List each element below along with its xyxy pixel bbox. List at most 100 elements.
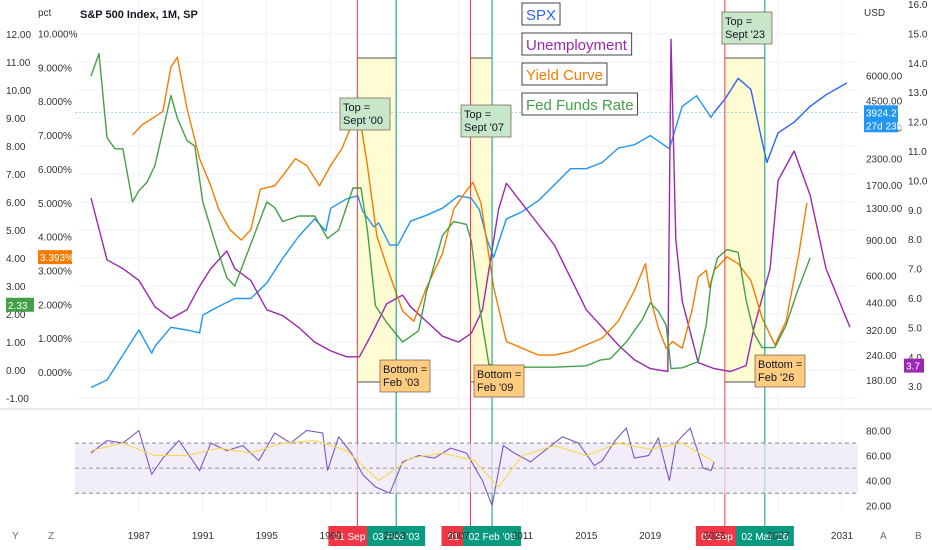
annotation-text: Sept '23 [725, 29, 765, 41]
series-spx-projection [713, 77, 848, 164]
legend-label: SPX [526, 7, 556, 24]
right-spx-tick-label: 6000.00 [866, 71, 903, 82]
left-ff-tick-label: 2.00 [6, 310, 26, 321]
legend: SPX Unemployment Yield Curve Fed Funds Rate [521, 2, 638, 116]
right-unemp-tick-label: 11.0 [908, 147, 927, 158]
marker-date-box [367, 526, 426, 546]
axes: 1987 1991 1995 1999 2003 2007 2011 2015 2019 2023… [6, 0, 928, 542]
right-unit-label: USD [864, 8, 885, 19]
corner-y-button[interactable]: Y [12, 531, 19, 542]
value-tag-box [904, 358, 924, 373]
marker-date-label: 02 Mar '26 [741, 532, 788, 543]
right-spx-tick-label: 240.00 [866, 351, 897, 362]
rsi-tick-label: 60.00 [866, 452, 891, 463]
right-unemp-tick-label: 10.0 [908, 176, 928, 187]
left-ff-tick-label: 4.00 [6, 254, 26, 265]
right-unemp-tick-label: 15.0 [908, 29, 928, 40]
x-tick-label: 2023 [703, 531, 726, 542]
corner-a-button[interactable]: A [880, 531, 887, 542]
series-fed-funds-rate [90, 52, 811, 370]
right-spx-tick-label: 900.00 [866, 236, 897, 247]
left-pct-tick-label: 9.000% [38, 63, 72, 74]
legend-label: Yield Curve [526, 67, 603, 84]
right-unemp-tick-label: 4.0 [908, 353, 922, 364]
x-tick-label: 2031 [831, 531, 854, 542]
annotation-bottom: Bottom =Feb '09 [473, 364, 525, 398]
right-unemp-tick-label: 5.0 [908, 323, 922, 334]
annotation-text: Top = [343, 102, 370, 114]
corner-b-button[interactable]: B [915, 531, 922, 542]
x-tick-label: 2019 [639, 531, 662, 542]
marker-date-label: 01 Sep '23 [701, 532, 749, 543]
x-tick-label: 2003 [383, 531, 406, 542]
annotation-text: Top = [464, 109, 491, 121]
annotation-box [460, 104, 512, 138]
value-tag-label: 2.33 [8, 301, 28, 312]
annotation-text: Top = [725, 16, 752, 28]
marker-date-box [463, 526, 522, 546]
right-spx-tick-label: 440.00 [866, 298, 897, 309]
annotation-text: Feb '03 [383, 377, 419, 389]
x-tick-label: 1987 [128, 531, 151, 542]
annotation-top: Top =Sept '00 [339, 97, 391, 131]
right-unemp-tick-label: 13.0 [908, 88, 928, 99]
annotation-box [379, 359, 431, 393]
left-pct-tick-label: 1.000% [38, 334, 72, 345]
marker-date-label: 03 Feb '03 [373, 532, 420, 543]
rsi-panel: 80.00 60.00 40.00 20.00 [75, 427, 891, 513]
left-ff-tick-label: 1.00 [6, 338, 26, 349]
corner-z-button[interactable]: Z [48, 531, 54, 542]
right-spx-tick-label: 600.00 [866, 271, 897, 282]
left-pct-tick-label: 3.000% [38, 266, 72, 277]
right-unemp-tick-label: 7.0 [908, 265, 922, 276]
left-ff-tick-label: 6.00 [6, 198, 26, 209]
highlight-span [724, 58, 765, 382]
left-pct-tick-label: 10.000% [38, 30, 78, 41]
x-tick-label: 2007 [447, 531, 470, 542]
series-yield-curve [131, 56, 808, 356]
rsi-tick-label: 20.00 [866, 502, 891, 513]
annotation-top: Top =Sept '23 [721, 11, 773, 45]
left-pct-tick-label: 6.000% [38, 165, 72, 176]
highlight-span [470, 58, 493, 382]
marker-date-label: 02 Feb '09 [469, 532, 516, 543]
left-pct-tick-label: 0.000% [38, 368, 72, 379]
left-pct-tick-label: 4.000% [38, 233, 72, 244]
series-unemployment [90, 38, 851, 373]
x-tick-label: 1991 [192, 531, 215, 542]
left-ff-tick-label: 9.00 [6, 114, 26, 125]
left-ff-tick-label: 5.00 [6, 226, 26, 237]
annotation-box [473, 364, 525, 398]
right-unemp-tick-label: 9.0 [908, 206, 922, 217]
value-tag-box [38, 250, 72, 265]
annotation-text: Sept '00 [343, 115, 383, 127]
left-ff-tick-label: -1.00 [6, 394, 29, 405]
marker-date-label: 01 Sep '00 [334, 532, 382, 543]
annotation-box [721, 11, 773, 45]
annotation-text: Bottom = [758, 359, 802, 371]
right-unemp-tick-label: 8.0 [908, 235, 922, 246]
right-unemp-tick-label: 16.0 [908, 0, 928, 11]
legend-label: Fed Funds Rate [526, 97, 634, 114]
annotation-text: Feb '26 [758, 372, 794, 384]
left-unit-label: pct [38, 8, 52, 19]
left-ff-tick-label: 3.00 [6, 282, 26, 293]
legend-label: Unemployment [526, 37, 628, 54]
left-ff-tick-label: 12.00 [6, 30, 31, 41]
value-tag-label: 3924.27 [866, 108, 903, 119]
right-spx-tick-label: 2300.00 [866, 155, 903, 166]
series-lines [90, 38, 851, 389]
series-rsi-ma [90, 440, 715, 488]
value-tags: 3.393% 2.33 3924.27 27d 23h 3.7 [6, 105, 924, 373]
annotation-text: Sept '07 [464, 122, 504, 134]
left-ff-tick-label: 7.00 [6, 170, 26, 181]
right-spx-tick-label: 1300.00 [866, 204, 903, 215]
annotation-box [754, 354, 806, 388]
x-tick-label: 2015 [575, 531, 598, 542]
left-ff-tick-label: 11.00 [6, 58, 31, 69]
left-pct-tick-label: 8.000% [38, 97, 72, 108]
legend-box [521, 32, 633, 56]
